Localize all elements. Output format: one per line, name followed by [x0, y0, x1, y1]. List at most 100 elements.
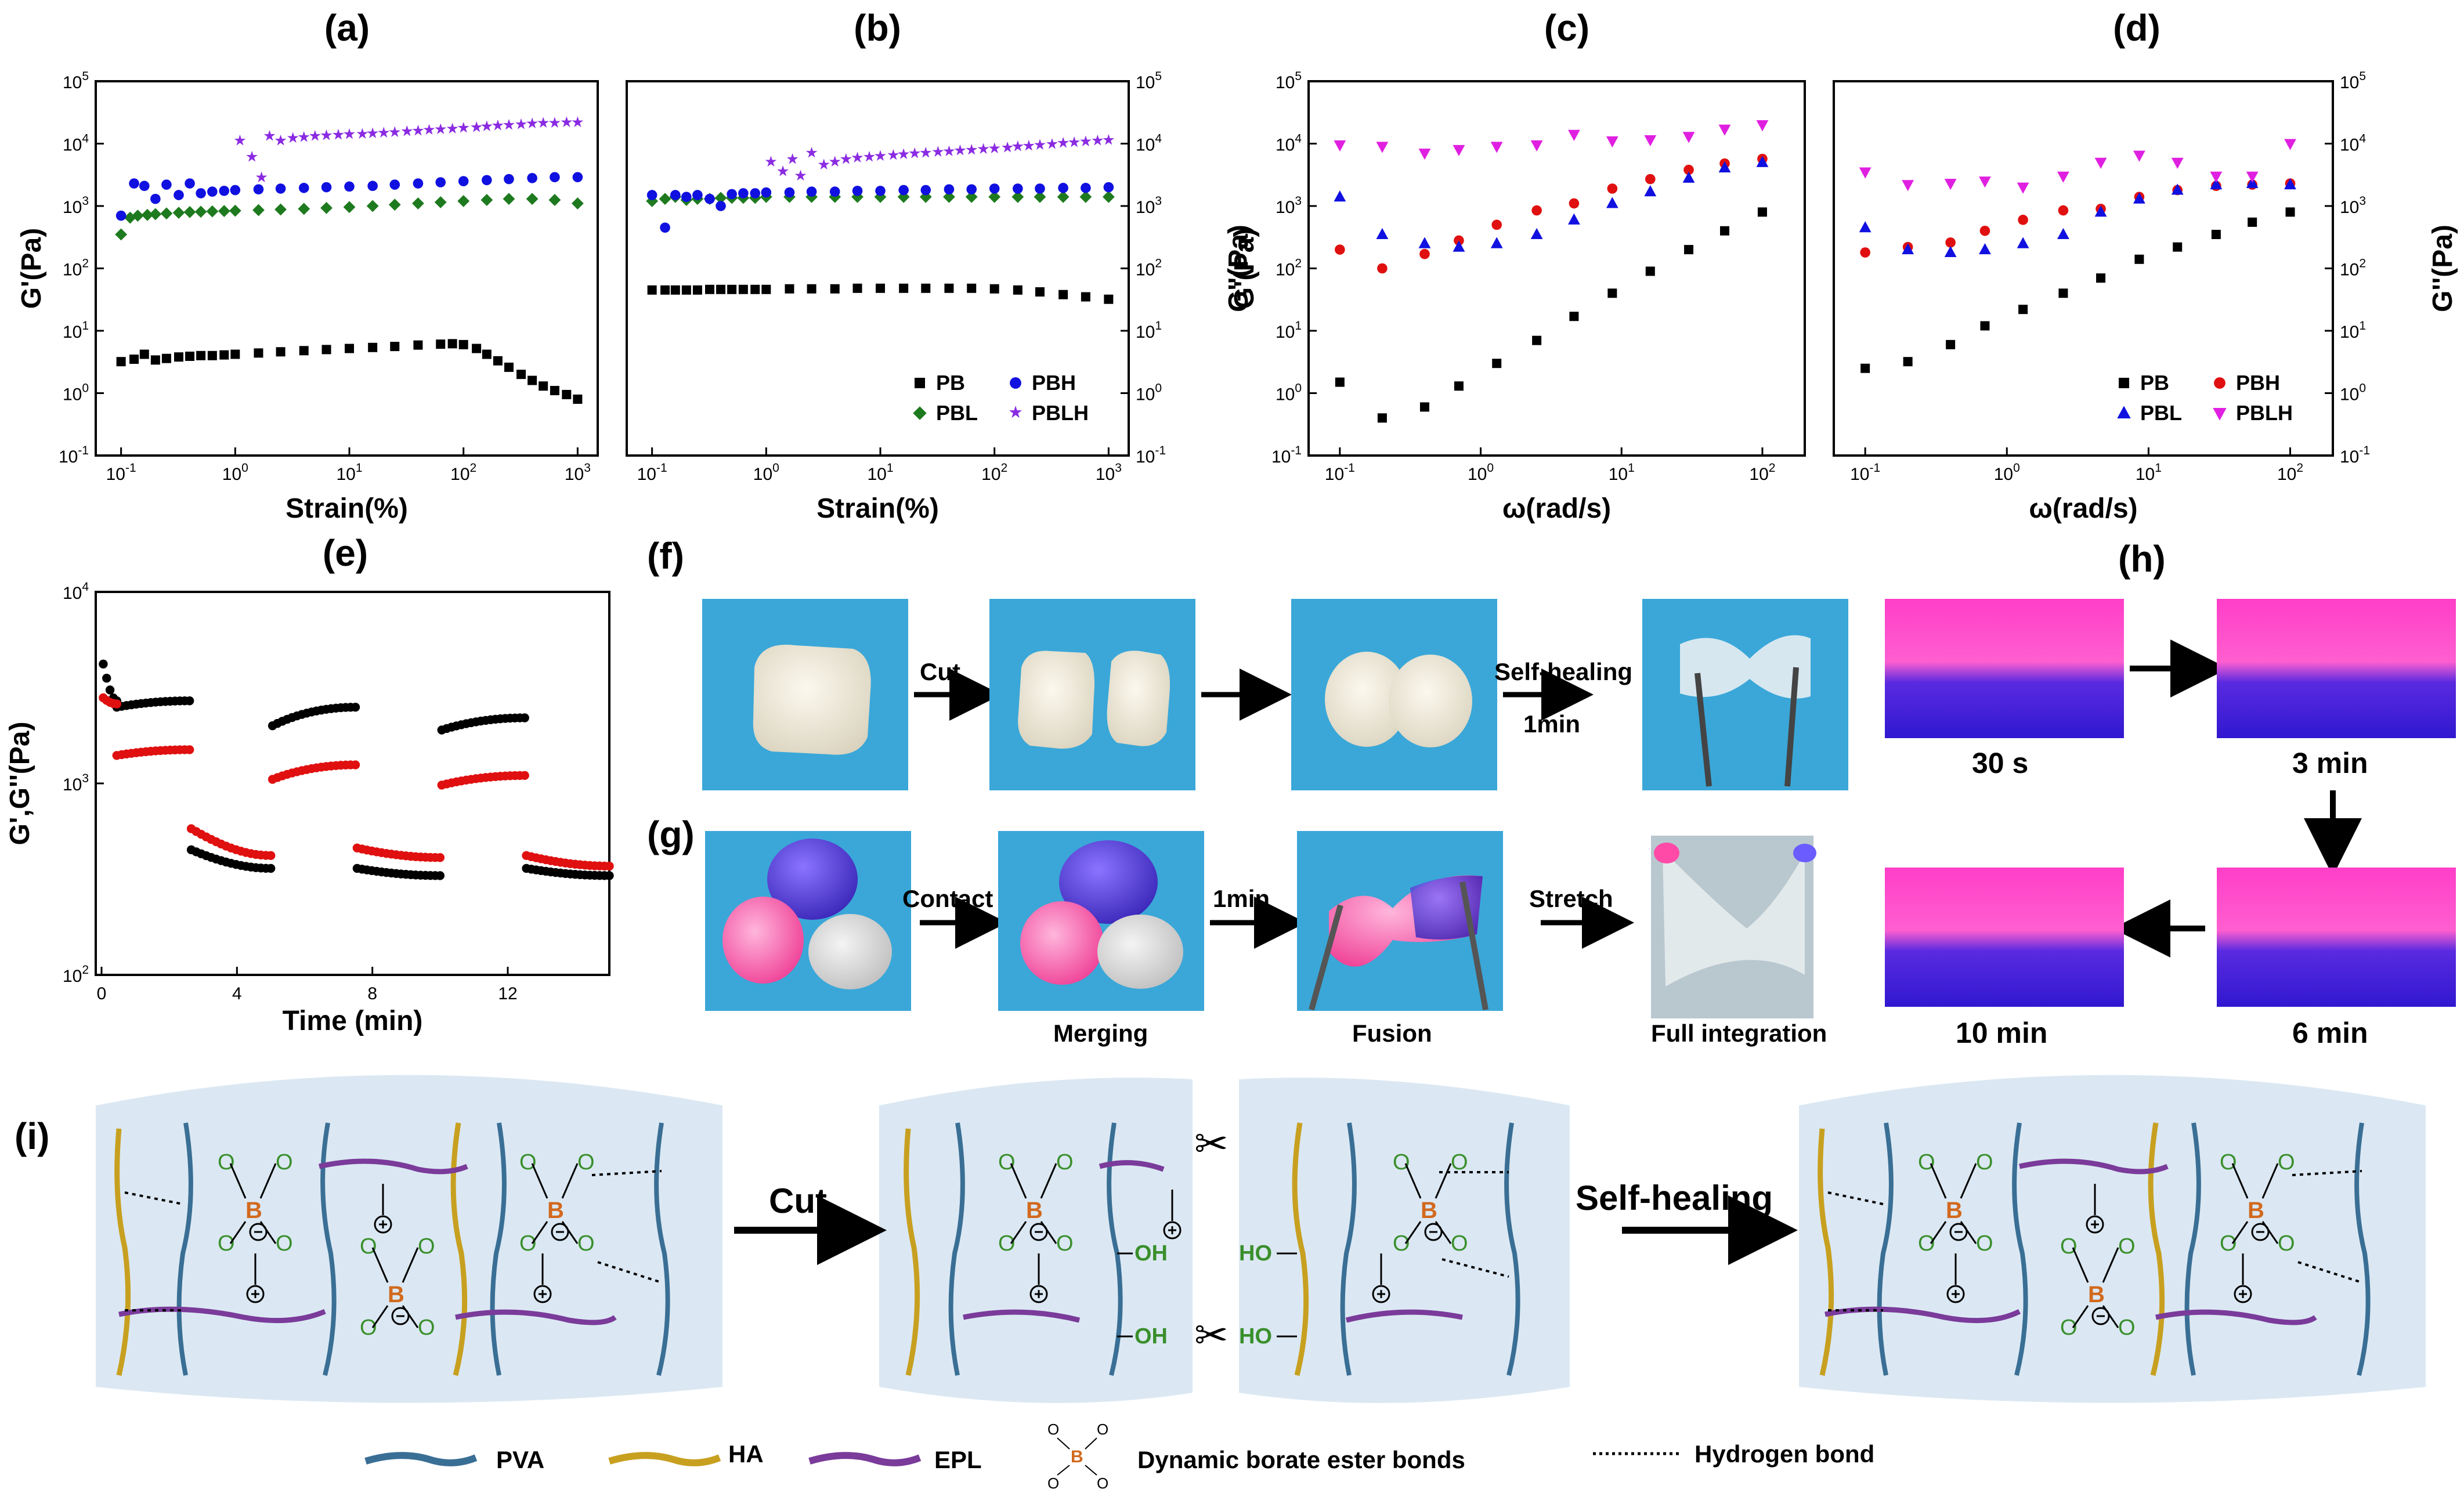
data-point: [321, 182, 332, 193]
pva-chain: [2354, 1122, 2371, 1376]
data-point: [1058, 183, 1068, 193]
data-point: [807, 284, 816, 294]
gel-half-right: [1107, 651, 1170, 746]
data-point: [727, 189, 737, 200]
svg-text:B: B: [547, 1198, 564, 1223]
data-point: [116, 357, 126, 367]
legend-marker: [913, 406, 927, 420]
data-point: ★: [764, 153, 778, 171]
data-point: [989, 284, 999, 294]
svg-text:B: B: [1421, 1198, 1437, 1223]
epl-cation: [2086, 1184, 2104, 1234]
data-point: [412, 197, 424, 209]
epl-chain: [319, 1158, 468, 1175]
y-tick-label: 100: [63, 382, 89, 404]
svg-text:O: O: [577, 1231, 595, 1256]
data-point: [1684, 245, 1694, 255]
photo-h2: [2217, 599, 2456, 738]
network-cylinder-2b: [1239, 1078, 1570, 1403]
data-point: [1530, 140, 1543, 152]
series-PBH: [646, 182, 1114, 233]
chart-d: (d) ω(rad/s) G''(Pa) 10-1 100 101 102 103 104 105…: [1833, 7, 2458, 524]
borate-ester: O O O OB: [1918, 1150, 1993, 1256]
data-point: ★: [411, 122, 425, 139]
data-point: [1011, 190, 1024, 203]
epl-cation: [1029, 1253, 1048, 1303]
data-point: [988, 190, 1001, 203]
data-point: [367, 180, 378, 191]
data-point: [1530, 227, 1543, 240]
data-point: [115, 210, 127, 221]
data-point: [750, 188, 761, 198]
legend-marker: [915, 378, 925, 388]
x-axis-label: ω(rad/s): [1502, 493, 1611, 524]
legend-ha-swatch: [608, 1452, 721, 1466]
data-point: [2017, 237, 2029, 248]
svg-text:O: O: [2118, 1316, 2136, 1340]
y-tick-label: 105: [63, 70, 89, 92]
data-point: ★: [919, 144, 933, 161]
y-axis-label: G'(Pa): [1229, 228, 1260, 309]
plot-frame: [1833, 80, 2334, 457]
data-point: ★: [1079, 133, 1092, 150]
data-point: [1035, 183, 1045, 194]
photo-h3: [2217, 868, 2456, 1007]
data-point: ★: [308, 127, 321, 144]
data-point: [1567, 213, 1580, 225]
data-point: ★: [400, 123, 414, 140]
data-point: [161, 179, 172, 190]
data-point: [388, 198, 401, 211]
data-point: [139, 349, 149, 359]
label-30s: 30 s: [1972, 747, 2028, 779]
legend-marker: [2117, 406, 2131, 418]
data-point: [1569, 198, 1580, 209]
data-point: [1860, 247, 1870, 258]
data-point: [229, 204, 241, 217]
data-point: [183, 206, 196, 218]
y-tick-label: 101: [1136, 319, 1162, 342]
gel-blue-2: [1059, 840, 1158, 924]
data-point: [605, 871, 614, 880]
data-point: [1683, 164, 1694, 175]
data-point: [704, 284, 714, 294]
gel-clear-1: [808, 914, 892, 989]
data-point: [750, 284, 760, 294]
epl-cation: [246, 1253, 265, 1303]
gel-blue-1: [767, 839, 858, 920]
x-tick-label: 102: [450, 461, 476, 484]
data-point: [1334, 140, 1346, 152]
label-cut: Cut: [920, 658, 960, 685]
data-point: [1946, 339, 1956, 349]
photo-h4: [1885, 868, 2124, 1007]
data-point: [1719, 226, 1729, 236]
data-point: [174, 352, 183, 362]
data-point: [1532, 335, 1542, 345]
hydrogen-bond: [2297, 1261, 2362, 1284]
data-point: [207, 350, 217, 360]
data-point: [1607, 288, 1617, 298]
photo-h1: [1885, 599, 2124, 738]
data-point: [1034, 190, 1046, 203]
data-point: ★: [434, 121, 447, 138]
data-point: [266, 851, 276, 861]
svg-text:O: O: [577, 1150, 595, 1175]
data-point: [681, 191, 692, 203]
data-point: [1902, 243, 1914, 255]
data-point: [2173, 242, 2183, 252]
data-point: [129, 355, 139, 364]
data-point: [413, 340, 423, 350]
data-point: ★: [1001, 139, 1014, 156]
legend-borate-swatch: O O B O O: [1047, 1421, 1108, 1492]
hydroxyl: HO: [1239, 1241, 1272, 1266]
data-point: [1013, 285, 1023, 295]
y-tick-label: 105: [1136, 70, 1162, 92]
gel-stretched-f: [1680, 635, 1811, 699]
data-point: [1718, 124, 1731, 136]
data-point: [550, 172, 560, 183]
epl-cation: [374, 1184, 392, 1234]
ha-chain: [450, 1122, 468, 1376]
svg-text:O: O: [1918, 1231, 1935, 1256]
data-point: [1567, 129, 1580, 141]
label-stretch: Stretch: [1529, 885, 1613, 912]
data-point: [761, 284, 771, 294]
